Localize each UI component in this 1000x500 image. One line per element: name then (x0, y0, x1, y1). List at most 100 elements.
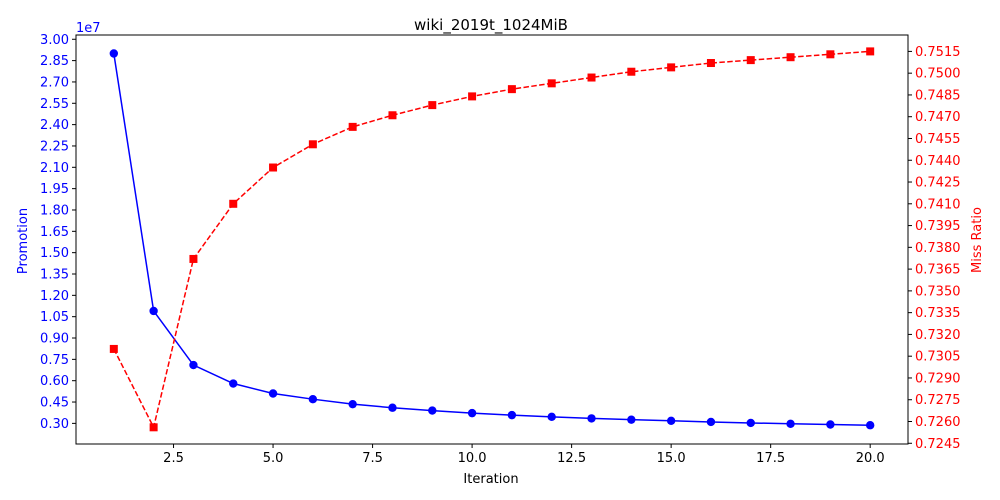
right-tick-label: 0.7245 (915, 437, 961, 452)
miss-ratio-point (786, 53, 795, 62)
plot-border (75, 34, 909, 445)
promotion-series (109, 49, 875, 430)
miss-ratio-point (547, 79, 556, 88)
right-tick-label: 0.7425 (915, 176, 961, 191)
miss-ratio-point (746, 56, 755, 65)
miss-ratio-point (428, 101, 437, 110)
miss-ratio-point (149, 423, 158, 432)
miss-ratio-point (587, 73, 596, 82)
left-tick-label: 1.35 (40, 267, 69, 282)
miss-ratio-point (348, 122, 357, 131)
left-tick-label: 2.85 (40, 54, 69, 69)
x-tick-label: 7.5 (362, 451, 383, 466)
x-tick-label: 15.0 (657, 451, 686, 466)
left-tick-label: 0.30 (40, 417, 69, 432)
promotion-point (706, 417, 716, 427)
promotion-point (786, 419, 795, 428)
miss-ratio-point (269, 163, 278, 172)
left-tick-label: 2.25 (40, 139, 69, 154)
promotion-point (308, 394, 318, 404)
miss-ratio-point (866, 47, 875, 56)
left-tick-label: 2.40 (40, 118, 69, 133)
left-tick-label: 0.45 (40, 396, 69, 411)
miss-ratio-point (627, 67, 636, 76)
miss-ratio-series (109, 47, 875, 432)
left-tick-label: 0.90 (40, 332, 69, 347)
x-tick-label: 2.5 (163, 451, 184, 466)
promotion-point (746, 418, 755, 428)
left-tick-label: 1.80 (40, 203, 69, 218)
series-layer (109, 47, 875, 432)
right-tick-label: 0.7440 (915, 154, 961, 169)
right-tick-label: 0.7305 (915, 350, 961, 365)
x-axis-title: Iteration (463, 472, 518, 487)
left-axis-offset-text: 1e7 (76, 21, 101, 36)
left-tick-label: 1.65 (40, 225, 69, 240)
right-y-axis-title: Miss Ratio (970, 207, 985, 273)
right-tick-label: 0.7320 (915, 328, 961, 343)
right-tick-label: 0.7395 (915, 219, 961, 234)
plot-frame (75, 34, 909, 445)
promotion-point (547, 412, 556, 422)
left-tick-label: 1.50 (40, 246, 69, 261)
left-tick-label: 2.55 (40, 97, 69, 112)
right-tick-label: 0.7260 (915, 415, 961, 430)
miss-ratio-line (113, 50, 871, 430)
x-tick-label: 10.0 (458, 451, 487, 466)
right-tick-label: 0.7350 (915, 284, 961, 299)
right-tick-label: 0.7290 (915, 371, 961, 386)
miss-ratio-point (706, 59, 715, 68)
x-tick-label: 20.0 (856, 451, 885, 466)
miss-ratio-point (229, 199, 238, 208)
left-y-axis: 0.30 0.45 0.60 0.75 0.90 1.05 1.20 1.35 1.50 1.65… (40, 33, 76, 432)
miss-ratio-point (667, 63, 676, 72)
left-tick-label: 0.60 (40, 374, 69, 389)
x-tick-label: 12.5 (557, 451, 586, 466)
promotion-point (865, 421, 875, 430)
promotion-point (348, 399, 357, 409)
miss-ratio-point (109, 344, 118, 353)
right-tick-label: 0.7365 (915, 263, 961, 278)
promotion-point (428, 406, 437, 415)
promotion-point (826, 420, 835, 429)
right-tick-label: 0.7485 (915, 88, 961, 103)
miss-ratio-point (388, 111, 397, 120)
left-tick-label: 1.05 (40, 310, 69, 325)
x-tick-label: 17.5 (756, 451, 785, 466)
promotion-point (149, 306, 158, 316)
left-tick-label: 2.10 (40, 161, 69, 176)
chart-title: wiki_2019t_1024MiB (414, 16, 568, 35)
left-tick-label: 2.70 (40, 75, 69, 90)
right-tick-label: 0.7470 (915, 110, 961, 125)
miss-ratio-point (468, 92, 477, 101)
promotion-point (507, 410, 517, 420)
x-axis: 2.5 5.0 7.5 10.0 12.5 15.0 17.5 20.0 (163, 444, 885, 466)
promotion-point (666, 416, 676, 426)
miss-ratio-point (826, 50, 835, 59)
left-tick-label: 1.95 (40, 182, 69, 197)
promotion-point (229, 379, 238, 388)
x-tick-label: 5.0 (263, 451, 284, 466)
left-y-axis-title: Promotion (16, 208, 31, 274)
promotion-point (388, 403, 397, 412)
promotion-point (587, 414, 596, 423)
right-tick-label: 0.7515 (915, 45, 961, 60)
right-tick-label: 0.7410 (915, 197, 961, 212)
right-tick-label: 0.7455 (915, 132, 961, 147)
miss-ratio-point (189, 254, 198, 263)
right-tick-label: 0.7500 (915, 67, 961, 82)
right-y-axis: 0.7245 0.7260 0.7275 0.7290 0.7305 0.7320 0.73… (908, 45, 961, 452)
right-tick-label: 0.7335 (915, 306, 961, 321)
promotion-line (113, 53, 871, 426)
miss-ratio-point (507, 85, 516, 94)
miss-ratio-point (308, 140, 317, 149)
promotion-point (189, 360, 198, 370)
promotion-point (268, 389, 278, 398)
promotion-point (467, 408, 477, 418)
right-tick-label: 0.7380 (915, 241, 961, 256)
promotion-point (627, 415, 636, 424)
right-tick-label: 0.7275 (915, 393, 961, 408)
left-tick-label: 3.00 (40, 33, 69, 48)
left-tick-label: 0.75 (40, 353, 69, 368)
